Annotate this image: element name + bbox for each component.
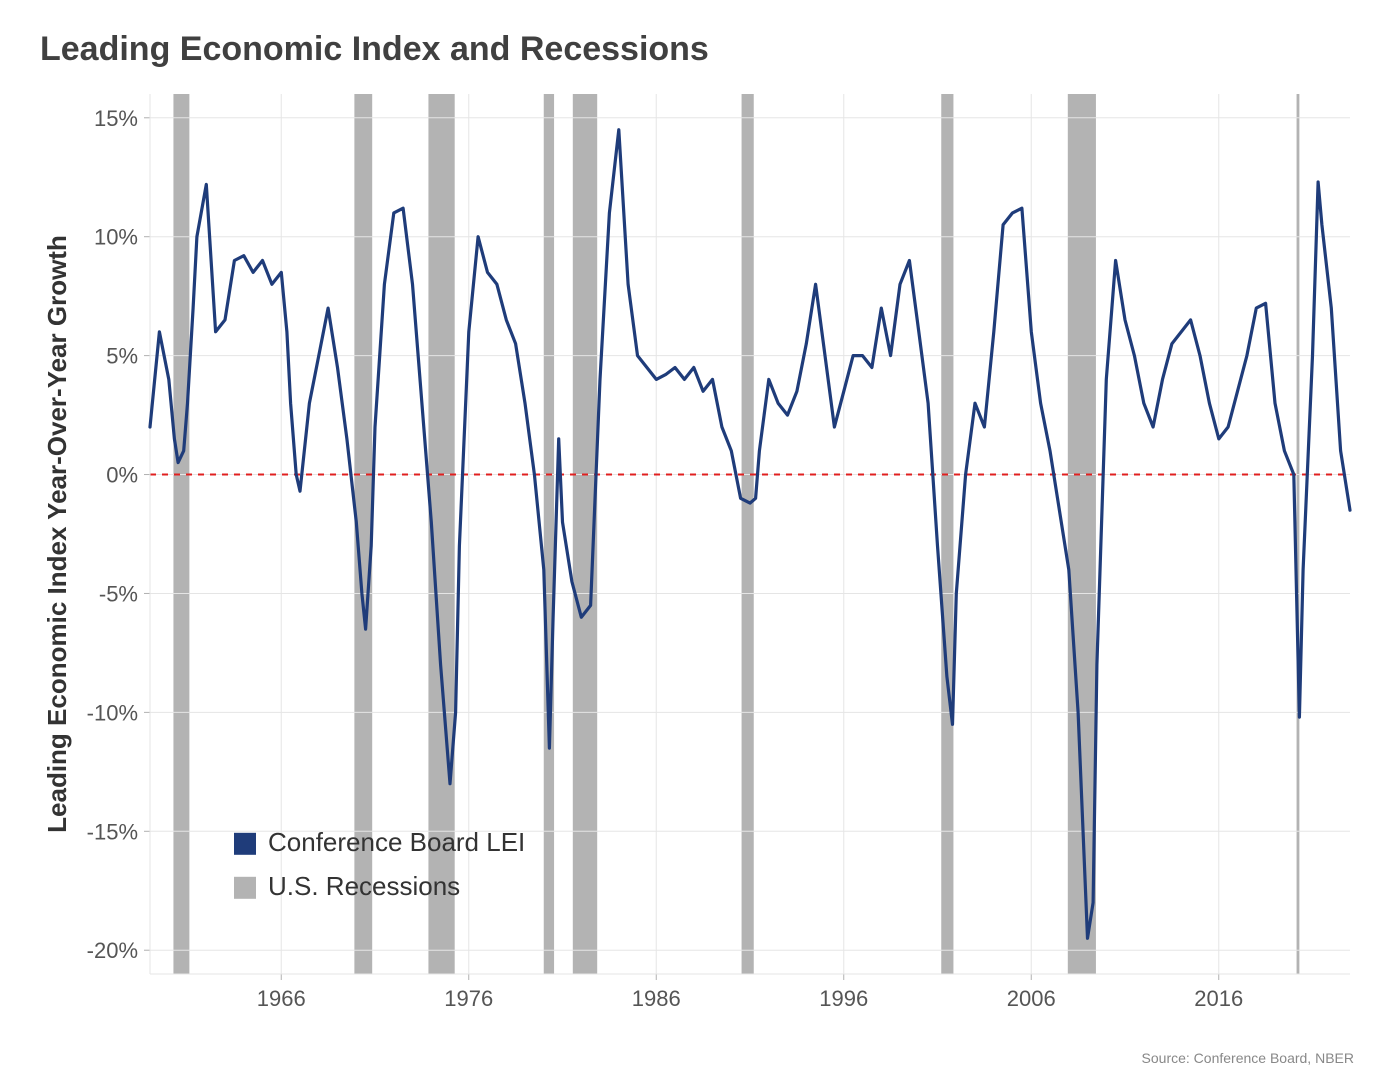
y-tick-label: -10% (87, 700, 138, 725)
legend-label: Conference Board LEI (268, 827, 525, 857)
y-tick-label: 10% (94, 225, 138, 250)
legend-swatch (234, 877, 256, 899)
y-tick-label: 5% (106, 344, 138, 369)
x-tick-label: 1966 (257, 986, 306, 1011)
legend-item: Conference Board LEI (234, 827, 525, 857)
recession-band (742, 94, 754, 974)
chart-title: Leading Economic Index and Recessions (40, 30, 1364, 69)
recession-band (1297, 94, 1300, 974)
x-tick-label: 1986 (632, 986, 681, 1011)
recession-band (173, 94, 189, 974)
recession-band (941, 94, 953, 974)
legend-item: U.S. Recessions (234, 871, 460, 901)
legend-label: U.S. Recessions (268, 871, 460, 901)
y-tick-label: 0% (106, 463, 138, 488)
chart-svg: -20% -15% -10% -5% 0% 5% 10% 15% 1966 1976 1986 199… (40, 84, 1370, 1044)
lei-chart: -20% -15% -10% -5% 0% 5% 10% 15% 1966 1976 1986 199… (40, 84, 1370, 1044)
recession-band (544, 94, 554, 974)
recession-band (1068, 94, 1096, 974)
y-tick-label: 15% (94, 106, 138, 131)
y-tick-label: -20% (87, 938, 138, 963)
y-axis-label: Leading Economic Index Year-Over-Year Gr… (42, 235, 72, 833)
y-tick-label: -15% (87, 819, 138, 844)
x-tick-label: 2016 (1194, 986, 1243, 1011)
legend-swatch (234, 833, 256, 855)
x-tick-label: 2006 (1007, 986, 1056, 1011)
y-tick-label: -5% (99, 581, 138, 606)
x-tick-label: 1996 (819, 986, 868, 1011)
source-text: Source: Conference Board, NBER (1142, 1050, 1354, 1066)
x-tick-label: 1976 (444, 986, 493, 1011)
